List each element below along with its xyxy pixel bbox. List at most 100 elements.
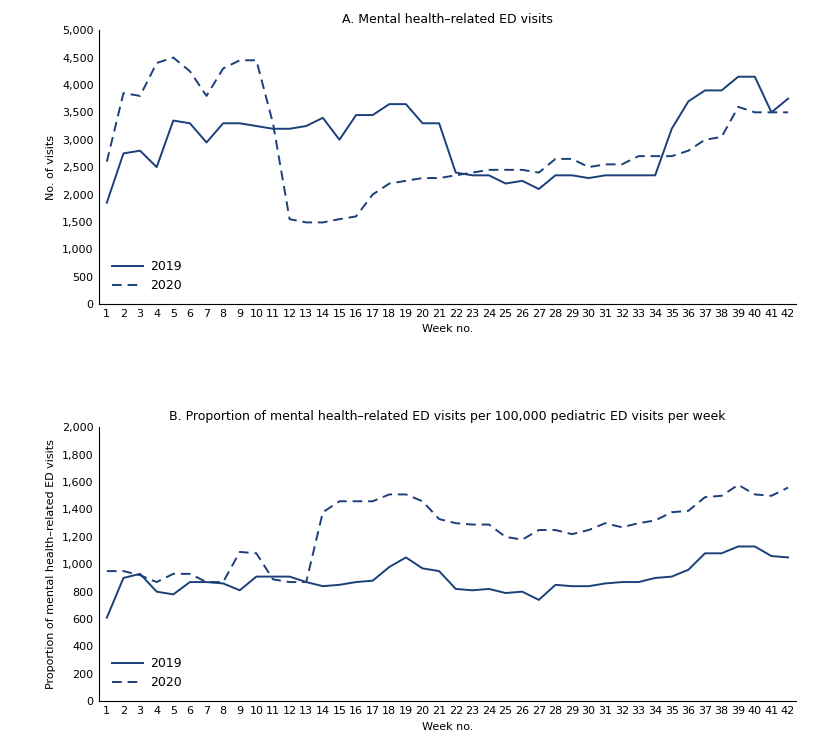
2019 <box>451 584 461 593</box>
2019 <box>567 171 577 180</box>
2019 <box>102 613 112 622</box>
2020 <box>251 56 261 65</box>
2020 <box>202 91 212 100</box>
2019 <box>750 72 759 81</box>
2020 <box>683 507 693 516</box>
2020 <box>667 152 677 161</box>
2019 <box>517 176 527 185</box>
2019 <box>750 542 759 551</box>
2019 <box>667 124 677 133</box>
2019 <box>268 124 278 133</box>
2019 <box>251 572 261 581</box>
2019 <box>600 579 610 588</box>
2019 <box>384 562 394 572</box>
2020 <box>650 516 660 525</box>
2020 <box>783 483 793 492</box>
Title: A. Mental health–related ED visits: A. Mental health–related ED visits <box>342 14 553 26</box>
2020 <box>168 569 178 578</box>
2020 <box>467 520 477 529</box>
2020 <box>501 532 511 541</box>
2019 <box>168 116 178 125</box>
2020 <box>152 59 162 68</box>
2019 <box>451 168 461 177</box>
2020 <box>534 526 544 535</box>
2019 <box>268 572 278 581</box>
2020 <box>750 490 759 499</box>
2019 <box>783 94 793 103</box>
2020 <box>301 578 311 587</box>
2020 <box>318 218 328 227</box>
Line: 2020: 2020 <box>107 485 788 582</box>
2020 <box>251 549 261 558</box>
2019 <box>534 185 544 194</box>
Line: 2020: 2020 <box>107 57 788 222</box>
2020 <box>285 578 295 587</box>
2020 <box>484 520 494 529</box>
2020 <box>584 163 594 172</box>
2019 <box>617 578 627 587</box>
2020 <box>650 152 660 161</box>
2019 <box>700 86 710 95</box>
Line: 2019: 2019 <box>107 77 788 203</box>
X-axis label: Week no.: Week no. <box>422 722 473 731</box>
2019 <box>434 119 444 128</box>
2020 <box>700 492 710 501</box>
2020 <box>750 108 759 117</box>
2019 <box>467 586 477 595</box>
2020 <box>135 91 145 100</box>
2020 <box>451 171 461 180</box>
2019 <box>218 119 228 128</box>
2020 <box>118 566 128 575</box>
2020 <box>301 218 311 227</box>
Legend: 2019, 2020: 2019, 2020 <box>112 657 182 689</box>
2020 <box>268 575 278 584</box>
2020 <box>368 190 378 199</box>
2019 <box>401 100 410 109</box>
2019 <box>334 135 344 144</box>
2020 <box>484 165 494 174</box>
2019 <box>102 198 112 207</box>
2019 <box>683 97 693 106</box>
2019 <box>152 163 162 172</box>
2019 <box>301 121 311 130</box>
2020 <box>418 497 428 506</box>
2020 <box>351 497 361 506</box>
2019 <box>285 572 295 581</box>
2020 <box>451 519 461 528</box>
2019 <box>650 171 660 180</box>
2020 <box>733 480 743 489</box>
2019 <box>285 124 295 133</box>
2020 <box>517 535 527 544</box>
2020 <box>733 103 743 112</box>
2019 <box>168 590 178 599</box>
2020 <box>551 526 561 535</box>
2019 <box>135 146 145 155</box>
2019 <box>384 100 394 109</box>
2019 <box>135 569 145 578</box>
2019 <box>218 579 228 588</box>
2020 <box>268 119 278 128</box>
2020 <box>334 497 344 506</box>
2019 <box>368 576 378 585</box>
2020 <box>202 578 212 587</box>
2019 <box>634 171 644 180</box>
Title: B. Proportion of mental health–related ED visits per 100,000 pediatric ED visits: B. Proportion of mental health–related E… <box>169 410 726 424</box>
2020 <box>534 168 544 177</box>
2019 <box>551 581 561 590</box>
2020 <box>683 146 693 155</box>
2020 <box>667 507 677 516</box>
2020 <box>185 569 195 578</box>
2019 <box>318 113 328 122</box>
2019 <box>501 179 511 188</box>
2020 <box>418 173 428 182</box>
2020 <box>102 566 112 575</box>
2019 <box>351 111 361 120</box>
2020 <box>401 176 410 185</box>
2019 <box>567 581 577 590</box>
2020 <box>600 519 610 528</box>
2019 <box>235 586 245 595</box>
2019 <box>118 149 128 158</box>
2019 <box>484 171 494 180</box>
2020 <box>467 168 477 177</box>
2019 <box>783 553 793 562</box>
